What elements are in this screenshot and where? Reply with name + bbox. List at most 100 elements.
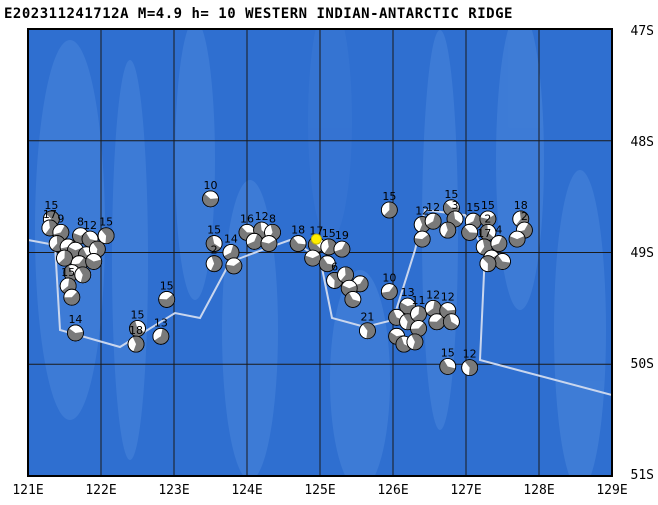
lon-label-129e: 129E <box>596 483 628 498</box>
focal-mechanism-beachball <box>63 288 81 306</box>
lon-label-121e: 121E <box>12 483 44 498</box>
event-depth-label: 15 <box>444 188 458 201</box>
event-depth-label: 15 <box>382 190 396 203</box>
focal-mechanism-beachball <box>202 190 219 208</box>
lat-label-47s: 47S <box>630 24 654 39</box>
event-depth-label: 15 <box>61 266 75 279</box>
focal-mechanism-beachball <box>428 313 446 331</box>
event-depth-label: 2 <box>484 212 491 225</box>
event-depth-label: 15 <box>441 346 455 359</box>
lon-label-123e: 123E <box>158 483 190 498</box>
focal-mechanism-beachball <box>424 299 442 317</box>
focal-mechanism-beachball <box>225 257 243 275</box>
focal-mechanism-beachball <box>304 249 322 267</box>
focal-mechanism-beachball <box>320 238 338 256</box>
focal-mechanism-beachball <box>461 359 479 377</box>
event-depth-label: 15 <box>207 224 221 237</box>
event-depth-label: 15 <box>466 201 480 214</box>
lat-label-51s: 51S <box>630 468 654 483</box>
event-depth-label: 2 <box>211 244 218 257</box>
lon-label-127e: 127E <box>450 483 482 498</box>
event-depth-label: 18 <box>514 199 528 212</box>
focal-mechanism-beachball <box>508 230 526 248</box>
event-depth-label: 15 <box>160 279 174 292</box>
event-depth-label: 3 <box>452 199 459 212</box>
event-depth-label: 12 <box>426 201 440 214</box>
event-depth-label: 21 <box>360 311 374 324</box>
event-depth-label: 17 <box>477 227 491 240</box>
focal-mechanism-beachball <box>439 221 457 239</box>
event-depth-label: 15 <box>44 199 58 212</box>
event-depth-label: 6 <box>331 260 338 273</box>
focal-mechanism-beachball <box>56 249 73 267</box>
event-depth-label: 15 <box>322 227 336 240</box>
focal-mechanism-beachball <box>494 253 511 270</box>
event-depth-label: 8 <box>77 216 84 229</box>
focal-mechanism-beachball <box>359 322 376 340</box>
focal-mechanism-beachball <box>245 232 263 250</box>
focal-mechanism-beachball <box>406 333 424 351</box>
event-depth-label: 12 <box>415 205 429 218</box>
event-depth-label: 18 <box>129 324 143 337</box>
focal-mechanism-beachball <box>479 210 497 228</box>
event-depth-label: 12 <box>441 291 455 304</box>
focal-mechanism-beachball <box>97 227 115 245</box>
focal-mechanism-beachball <box>260 235 278 252</box>
event-depth-label: 12 <box>426 288 440 301</box>
focal-mechanism-beachball <box>129 320 146 337</box>
focal-mechanism-beachball <box>318 255 336 273</box>
lon-label-126e: 126E <box>377 483 409 498</box>
lon-label-128e: 128E <box>523 483 555 498</box>
event-depth-label: 17 <box>309 225 323 238</box>
focal-mechanism-beachball <box>344 291 362 308</box>
lat-label-50s: 50S <box>630 357 654 372</box>
event-depth-label: 10 <box>382 272 396 285</box>
focal-mechanism-beachball <box>410 305 427 323</box>
focal-mechanism-beachball <box>158 291 176 308</box>
focal-mechanism-beachball <box>222 244 240 261</box>
focal-mechanism-beachball <box>380 283 398 301</box>
event-depth-label: 8 <box>269 212 276 225</box>
focal-mechanism-beachball <box>413 230 431 248</box>
event-depth-label: 13 <box>154 316 168 329</box>
event-depth-label: 18 <box>291 224 305 237</box>
focal-mechanism-beachball <box>127 335 145 353</box>
event-depth-label: 12 <box>463 348 477 361</box>
event-depth-label: 13 <box>401 286 415 299</box>
event-depth-label: 16 <box>240 212 254 225</box>
focal-mechanism-beachball <box>74 266 92 284</box>
event-depth-label: 12 <box>255 210 269 223</box>
focal-mechanism-beachball <box>333 240 351 258</box>
map-title: E202311241712A M=4.9 h= 10 WESTERN INDIA… <box>4 6 513 22</box>
focal-mechanism-beachball <box>442 313 460 331</box>
event-depth-label: 17 <box>43 208 57 221</box>
epicenter-marker <box>310 233 322 245</box>
event-depth-label: 2 <box>521 210 528 223</box>
focal-mechanism-beachball <box>85 253 103 270</box>
focal-mechanism-beachball <box>424 212 442 230</box>
lon-label-125e: 125E <box>304 483 336 498</box>
event-depth-label: 10 <box>204 179 218 192</box>
event-depth-label: 14 <box>224 233 238 246</box>
focal-mechanism-beachball <box>337 266 354 284</box>
focal-mechanism-beachball <box>380 201 398 219</box>
focal-mechanism-beachball <box>205 255 223 273</box>
lon-label-124e: 124E <box>231 483 263 498</box>
event-depth-label: 11 <box>412 294 426 307</box>
event-depth-label: 19 <box>335 229 349 242</box>
focal-mechanism-beachball <box>410 320 427 337</box>
focal-mechanism-beachball <box>479 255 497 273</box>
focal-mechanism-beachball <box>490 235 508 252</box>
lon-label-122e: 122E <box>85 483 117 498</box>
event-depth-label: 12 <box>83 219 97 232</box>
map-frame <box>27 28 613 477</box>
lat-label-48s: 48S <box>630 135 654 150</box>
event-depth-label: 4 <box>495 224 502 237</box>
event-depth-label: 15 <box>131 308 145 321</box>
focal-mechanism-beachball <box>152 327 170 345</box>
focal-mechanism-beachball <box>205 235 223 252</box>
event-depth-label: 15 <box>99 216 113 229</box>
event-depth-label: 9 <box>57 212 64 225</box>
focal-mechanism-beachball <box>461 223 479 241</box>
